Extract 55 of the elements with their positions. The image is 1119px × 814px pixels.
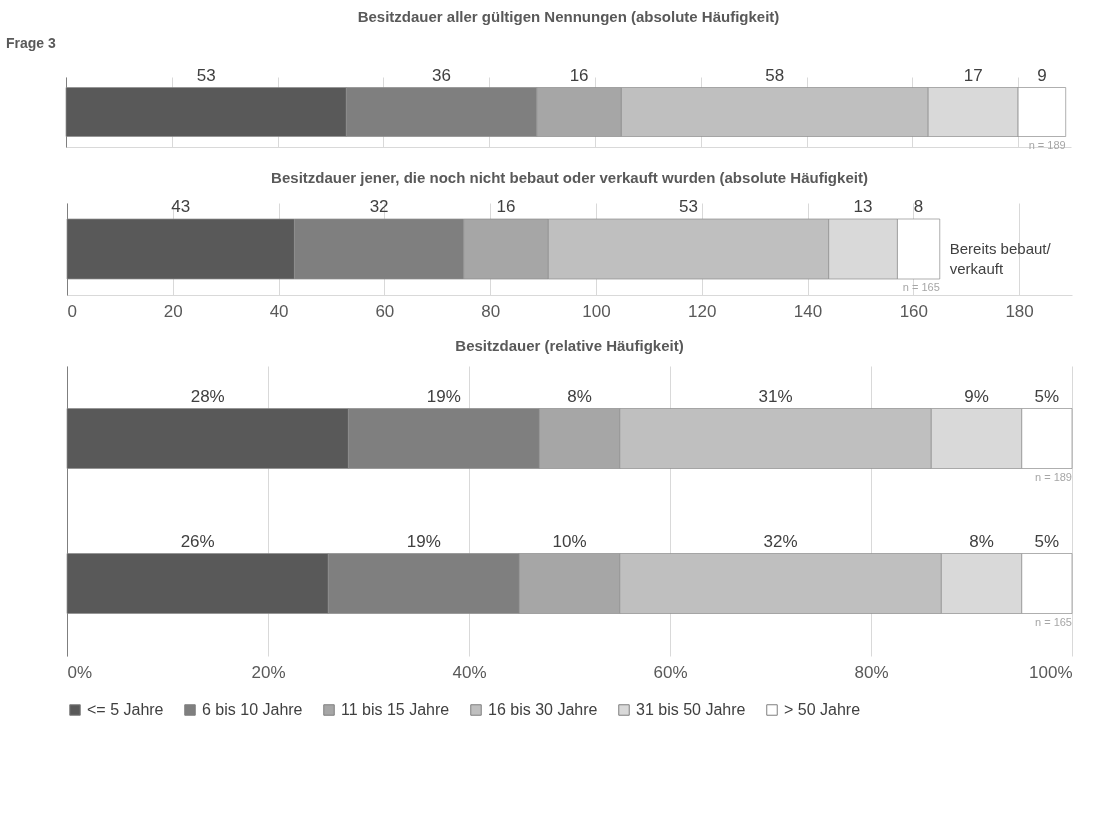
chart-title: Besitzdauer (relative Häufigkeit) — [455, 337, 684, 354]
data-label: 9% — [964, 386, 989, 406]
data-label: 5% — [1034, 531, 1060, 551]
x-tick-label: 60 — [375, 301, 395, 321]
data-label: 16 — [569, 65, 589, 85]
x-tick-label: 40 — [269, 301, 289, 321]
data-label: 31% — [758, 386, 793, 406]
x-tick-label: 20% — [251, 662, 286, 682]
data-label: 9 — [1037, 65, 1047, 85]
data-label: 19% — [406, 531, 441, 551]
text: Frage 3 — [6, 35, 57, 51]
chart-title: Besitzdauer aller gültigen Nennungen (absolute Häufigkeit) — [357, 8, 780, 25]
data-label: 19% — [426, 386, 461, 406]
x-tick-label: 120 — [688, 301, 717, 321]
data-label: 28% — [190, 386, 225, 406]
text: n = 165 — [902, 281, 940, 293]
data-label: 36 — [432, 65, 452, 85]
data-label: 26% — [180, 531, 215, 551]
data-label: 32 — [369, 197, 389, 216]
x-tick-label: 180 — [1005, 301, 1034, 321]
data-label: 8% — [567, 386, 592, 406]
legend-label: 31 bis 50 Jahre — [636, 701, 746, 718]
data-label: 8% — [969, 531, 994, 551]
data-label: 53 — [679, 197, 698, 216]
x-tick-label: 140 — [793, 301, 823, 321]
x-tick-label: 100% — [1029, 662, 1073, 682]
x-tick-label: 60% — [653, 662, 688, 682]
data-label: 43 — [171, 197, 191, 216]
x-tick-label: 100 — [582, 301, 611, 321]
x-tick-label: 160 — [899, 301, 928, 321]
x-tick-label: 20 — [163, 301, 183, 321]
data-label: 17 — [963, 65, 983, 85]
annotation: n = 189 — [1034, 470, 1072, 483]
x-tick-label: 80% — [854, 662, 889, 682]
data-label: 58 — [765, 65, 785, 85]
chart-title: Besitzdauer jener, die noch nicht bebaut oder verkauft wurden (absolute Häufigkeit) — [271, 169, 868, 186]
annotation: Bereits bebaut/ verkauft — [949, 240, 1052, 277]
text: n = 189 — [1028, 138, 1066, 151]
legend-label: 6 bis 10 Jahre — [202, 701, 303, 718]
legend-label: 11 bis 15 Jahre — [341, 701, 450, 718]
data-label: 10% — [552, 531, 587, 551]
data-label: 32% — [763, 531, 798, 551]
legend-label: > 50 Jahre — [784, 701, 861, 718]
legend-label: 16 bis 30 Jahre — [488, 701, 598, 718]
data-label: 13 — [853, 197, 873, 216]
legend-label: <= 5 Jahre — [87, 701, 164, 718]
annotation: n = 165 — [1034, 615, 1072, 628]
data-label: 8 — [913, 197, 924, 216]
data-label: 5% — [1034, 386, 1060, 406]
x-tick-label: 0% — [67, 662, 93, 682]
data-label: 53 — [196, 65, 216, 85]
x-tick-label: 0 — [67, 301, 77, 321]
data-label: 16 — [496, 197, 516, 216]
x-tick-label: 40% — [452, 662, 487, 682]
x-tick-label: 80 — [481, 301, 501, 321]
